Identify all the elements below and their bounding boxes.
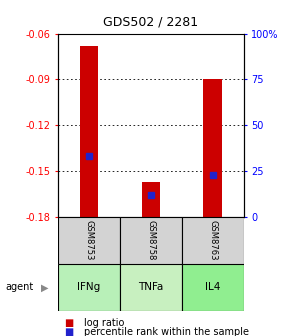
Text: GSM8753: GSM8753 xyxy=(84,220,93,260)
Bar xyxy=(182,264,244,311)
Bar xyxy=(120,217,182,264)
Bar xyxy=(80,46,98,217)
Bar xyxy=(58,264,120,311)
Text: ■: ■ xyxy=(64,318,73,328)
Text: GSM8763: GSM8763 xyxy=(208,220,217,260)
Text: ▶: ▶ xyxy=(41,282,49,292)
Text: agent: agent xyxy=(6,282,34,292)
Text: GDS502 / 2281: GDS502 / 2281 xyxy=(103,15,198,28)
Text: IL4: IL4 xyxy=(205,282,220,292)
Bar xyxy=(142,182,160,217)
Text: IFNg: IFNg xyxy=(77,282,101,292)
Text: log ratio: log ratio xyxy=(84,318,124,328)
Bar xyxy=(120,264,182,311)
Text: TNFa: TNFa xyxy=(138,282,164,292)
Text: ■: ■ xyxy=(64,327,73,336)
Bar xyxy=(182,217,244,264)
Bar xyxy=(58,217,120,264)
Text: percentile rank within the sample: percentile rank within the sample xyxy=(84,327,249,336)
Bar xyxy=(203,79,222,217)
Text: GSM8758: GSM8758 xyxy=(146,220,155,260)
